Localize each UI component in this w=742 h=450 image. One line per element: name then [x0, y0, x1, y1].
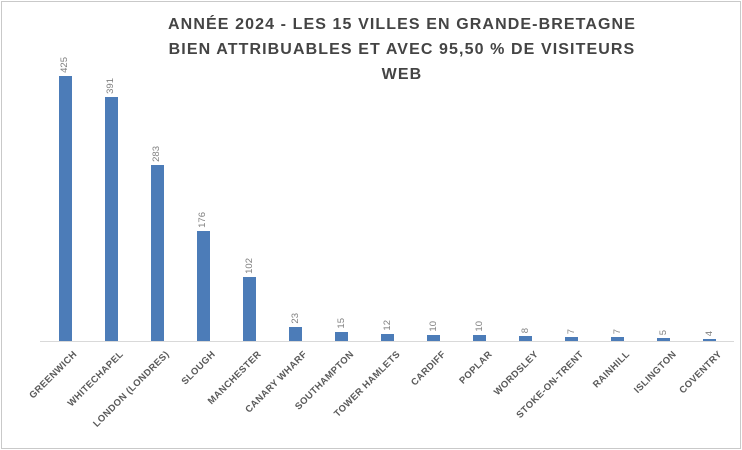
x-axis-label: WHITECHAPEL [65, 349, 126, 410]
x-axis-label: SLOUGH [179, 349, 219, 388]
bar-southampton[interactable] [334, 332, 348, 341]
bar-value-label: 4 [704, 330, 716, 336]
bar-slot: 391 [88, 78, 134, 341]
bar-coventry[interactable] [703, 339, 717, 341]
bar-slot: 10 [457, 321, 503, 341]
bar-greenwich[interactable] [58, 76, 72, 341]
bar-slot: 102 [226, 258, 272, 341]
bar-rainhill[interactable] [611, 337, 625, 341]
bar-slot: 23 [272, 313, 318, 341]
bar-islington[interactable] [657, 338, 671, 341]
x-axis-label: RAINHILL [591, 349, 633, 391]
bar-value-label: 7 [565, 328, 577, 334]
bar-slot: 10 [411, 321, 457, 341]
bar-value-label: 176 [197, 212, 209, 228]
bar-tower-hamlets[interactable] [380, 334, 394, 341]
bar-slot: 176 [180, 212, 226, 341]
bar-poplar[interactable] [473, 335, 487, 341]
bar-value-label: 391 [105, 78, 117, 94]
bar-stoke-on-trent[interactable] [565, 337, 579, 341]
bar-value-label: 10 [473, 321, 485, 332]
chart-title: ANNÉE 2024 - LES 15 VILLES EN GRANDE-BRE… [112, 12, 692, 87]
bar-slot: 7 [549, 329, 595, 341]
bar-slot: 283 [134, 146, 180, 341]
bar-slot: 425 [42, 57, 88, 341]
bar-value-label: 15 [335, 318, 347, 329]
bar-wordsley[interactable] [519, 336, 533, 341]
bar-london-londres[interactable] [150, 165, 164, 341]
bar-slot: 12 [364, 320, 410, 341]
bar-slot: 5 [641, 330, 687, 341]
bar-value-label: 7 [612, 328, 624, 334]
x-axis-label: POPLAR [456, 349, 495, 387]
bar-manchester[interactable] [242, 277, 256, 341]
bar-cardiff[interactable] [427, 335, 441, 341]
bar-slough[interactable] [196, 231, 210, 341]
x-axis-line [40, 341, 734, 342]
bar-value-label: 23 [289, 313, 301, 324]
x-axis-label: ISLINGTON [631, 349, 679, 396]
chart-title-line: ANNÉE 2024 - LES 15 VILLES EN GRANDE-BRE… [168, 16, 636, 33]
x-axis-label: STOKE-ON-TRENT [514, 349, 587, 421]
x-axis-label: LONDON (LONDRES) [91, 349, 172, 430]
plot-area: 425 391 283 176 102 23 15 12 10 10 8 7 7 5 4 [42, 57, 733, 341]
bar-value-label: 8 [519, 327, 531, 333]
x-axis-label: CANARY WHARF [243, 349, 311, 416]
x-axis-label: WORDSLEY [491, 349, 541, 398]
x-axis-label: SOUTHAMPTON [292, 349, 357, 413]
x-axis-label: GREENWICH [27, 349, 80, 402]
x-axis-label: TOWER HAMLETS [331, 349, 403, 420]
bar-slot: 8 [503, 328, 549, 341]
chart-title-line: WEB [381, 66, 423, 83]
bar-whitechapel[interactable] [104, 97, 118, 341]
bar-value-label: 283 [151, 146, 163, 162]
chart-title-line: BIEN ATTRIBUABLES ET AVEC 95,50 % DE VIS… [168, 41, 636, 58]
bar-value-label: 5 [658, 329, 670, 335]
bar-value-label: 102 [243, 258, 255, 274]
bar-value-label: 425 [59, 57, 71, 73]
bar-value-label: 10 [427, 321, 439, 332]
bar-slot: 15 [318, 318, 364, 341]
bar-slot: 7 [595, 329, 641, 341]
bar-canary-wharf[interactable] [288, 327, 302, 341]
bar-value-label: 12 [381, 320, 393, 331]
bar-slot: 4 [687, 331, 733, 341]
x-axis-label: CARDIFF [409, 349, 449, 389]
x-axis-label: MANCHESTER [206, 349, 265, 408]
x-axis-label: COVENTRY [677, 349, 725, 397]
